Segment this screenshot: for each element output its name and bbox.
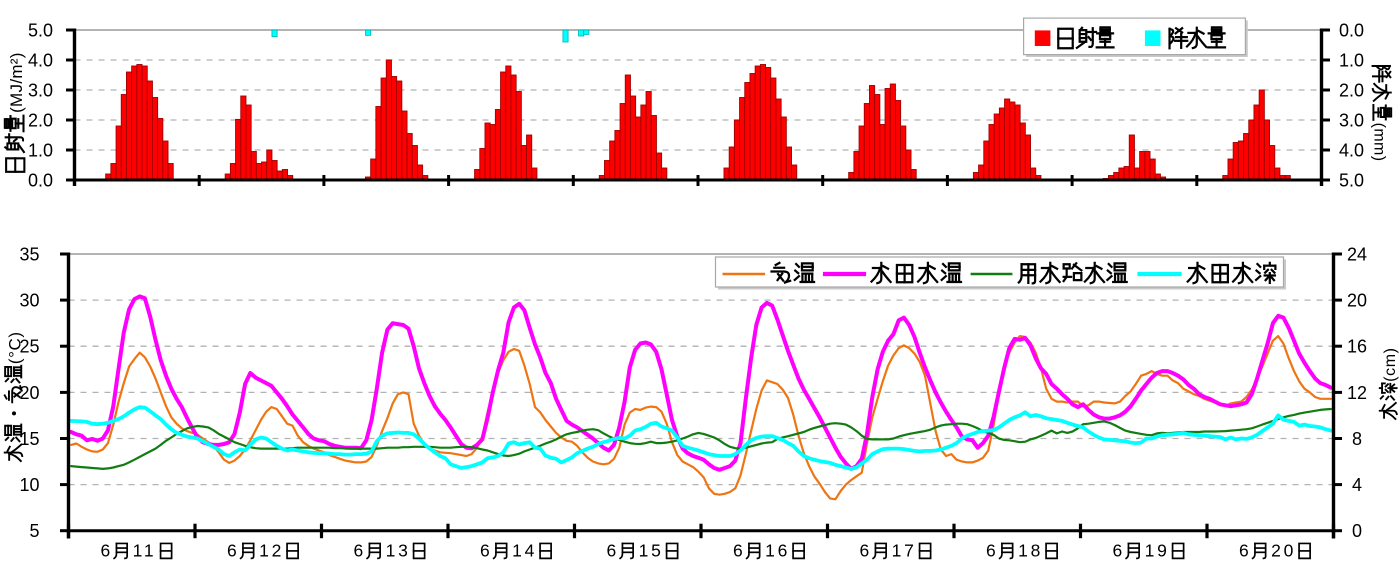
svg-text:10: 10 xyxy=(19,475,39,495)
svg-text:15: 15 xyxy=(19,429,39,449)
svg-text:24: 24 xyxy=(1347,244,1367,264)
svg-text:6: 6 xyxy=(1113,541,1126,561)
svg-text:2.0: 2.0 xyxy=(28,110,53,130)
svg-text:4.0: 4.0 xyxy=(1339,140,1364,160)
svg-text:6: 6 xyxy=(101,541,114,561)
svg-text:5: 5 xyxy=(29,521,39,541)
svg-text:6: 6 xyxy=(1239,541,1252,561)
svg-text:20: 20 xyxy=(1347,291,1367,311)
svg-text:4.0: 4.0 xyxy=(28,50,53,70)
svg-text:20: 20 xyxy=(1271,541,1296,561)
svg-text:8: 8 xyxy=(1352,429,1362,449)
svg-text:4: 4 xyxy=(1352,475,1362,495)
svg-text:0.0: 0.0 xyxy=(1339,20,1364,40)
svg-text:(°C): (°C) xyxy=(6,331,25,364)
svg-text:1.0: 1.0 xyxy=(28,140,53,160)
svg-text:0: 0 xyxy=(1352,521,1362,541)
svg-text:14: 14 xyxy=(512,541,537,561)
svg-text:18: 18 xyxy=(1018,541,1043,561)
svg-text:25: 25 xyxy=(19,337,39,357)
svg-text:16: 16 xyxy=(1347,337,1367,357)
svg-text:13: 13 xyxy=(386,541,411,561)
svg-text:0.0: 0.0 xyxy=(28,170,53,190)
svg-text:20: 20 xyxy=(19,383,39,403)
svg-text:6: 6 xyxy=(733,541,746,561)
svg-text:6: 6 xyxy=(354,541,367,561)
svg-text:6: 6 xyxy=(607,541,620,561)
svg-text:5.0: 5.0 xyxy=(1339,170,1364,190)
svg-text:3.0: 3.0 xyxy=(28,80,53,100)
svg-text:17: 17 xyxy=(892,541,917,561)
svg-text:1.0: 1.0 xyxy=(1339,50,1364,70)
svg-text:6: 6 xyxy=(860,541,873,561)
svg-text:(cm): (cm) xyxy=(1382,347,1399,381)
svg-text:(MJ/m²): (MJ/m²) xyxy=(7,52,26,113)
svg-text:6: 6 xyxy=(227,541,240,561)
svg-text:(mm): (mm) xyxy=(1371,123,1388,162)
svg-text:16: 16 xyxy=(765,541,790,561)
svg-text:12: 12 xyxy=(259,541,284,561)
svg-text:2.0: 2.0 xyxy=(1339,80,1364,100)
svg-text:15: 15 xyxy=(639,541,664,561)
svg-text:6: 6 xyxy=(480,541,493,561)
svg-text:30: 30 xyxy=(19,291,39,311)
svg-text:3.0: 3.0 xyxy=(1339,110,1364,130)
svg-text:35: 35 xyxy=(19,244,39,264)
svg-text:5.0: 5.0 xyxy=(28,20,53,40)
svg-text:11: 11 xyxy=(133,541,157,561)
svg-text:6: 6 xyxy=(986,541,999,561)
svg-text:19: 19 xyxy=(1145,541,1170,561)
svg-text:12: 12 xyxy=(1347,383,1367,403)
